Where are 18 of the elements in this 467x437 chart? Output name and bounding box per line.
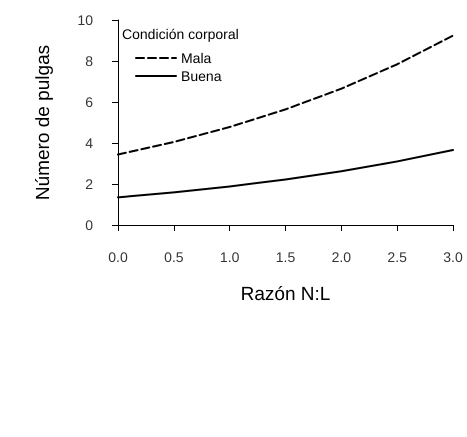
x-tick-label: 1.0: [220, 249, 240, 265]
x-tick-label: 2.5: [387, 249, 408, 265]
x-tick-label: 2.0: [332, 249, 352, 265]
legend-label: Mala: [181, 50, 212, 66]
y-tick-label: 10: [77, 12, 94, 28]
x-tick-label: 3.0: [443, 249, 463, 265]
y-tick-label: 6: [85, 94, 94, 110]
legend-title: Condición corporal: [122, 26, 239, 42]
x-tick-label: 1.5: [276, 249, 296, 265]
x-tick-label: 0.0: [108, 249, 128, 265]
y-tick-label: 8: [85, 53, 94, 69]
x-axis-title: Razón N:L: [240, 284, 330, 305]
y-tick-label: 4: [85, 135, 94, 151]
x-tick-label: 0.5: [164, 249, 184, 265]
y-tick-label: 2: [85, 176, 94, 192]
legend-label: Buena: [181, 68, 222, 84]
y-tick-label: 0: [85, 217, 94, 233]
y-axis-title: Número de pulgas: [33, 44, 54, 200]
